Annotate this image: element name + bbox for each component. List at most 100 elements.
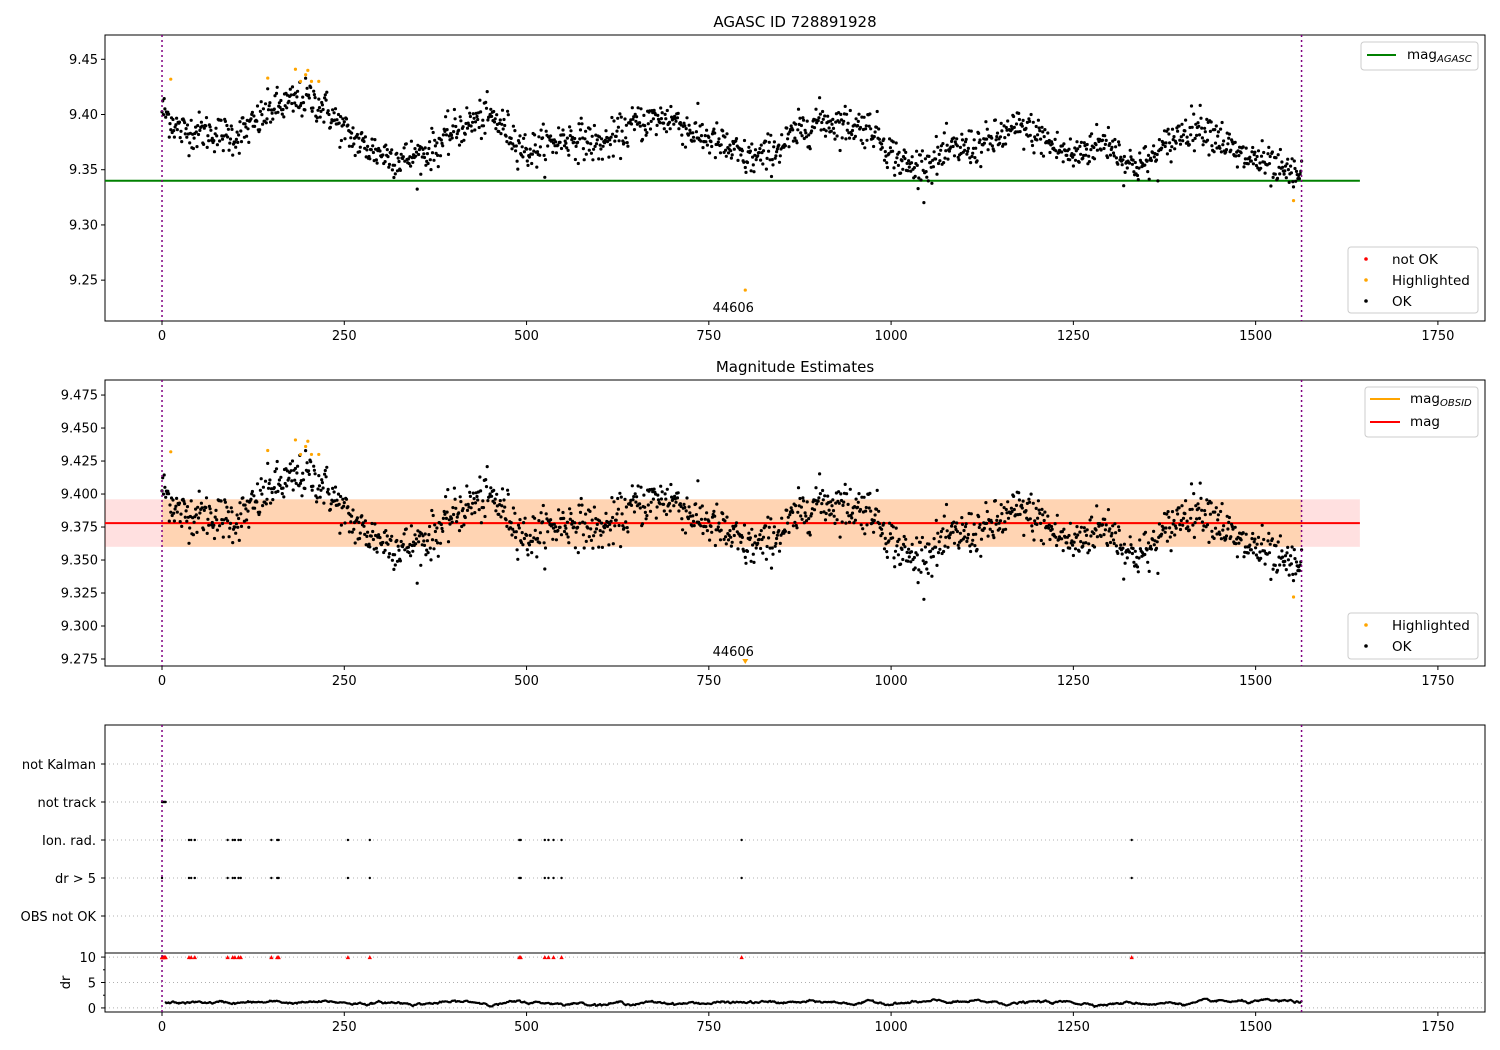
agasc-panel-ok-point xyxy=(757,151,761,155)
estimates-panel-ok-point xyxy=(705,529,710,533)
estimates-panel-ok-point xyxy=(761,535,766,539)
agasc-panel-ok-point xyxy=(683,124,687,128)
estimates-panel-ok-point xyxy=(600,545,605,550)
agasc-panel-ok-point xyxy=(601,144,605,148)
agasc-panel-ok-point xyxy=(185,135,189,139)
legend-point-swatch xyxy=(1364,623,1368,627)
agasc-panel-ok-point xyxy=(489,107,493,111)
estimates-panel-ok-point xyxy=(543,546,548,550)
agasc-panel-ok-point xyxy=(296,89,300,93)
agasc-panel-ok-point xyxy=(1173,147,1177,151)
agasc-panel-ok-point xyxy=(1170,145,1174,149)
estimates-panel-ok-point xyxy=(906,559,910,563)
estimates-panel-ok-point xyxy=(802,499,806,503)
dr-panel-frame xyxy=(104,952,1486,1013)
estimates-panel-ok-point xyxy=(642,493,646,497)
estimates-panel-ok-point xyxy=(224,516,228,521)
estimates-panel-ok-point xyxy=(215,518,219,522)
estimates-panel-ok-point xyxy=(230,510,234,514)
agasc-panel-ok-point xyxy=(726,151,731,155)
agasc-panel-ok-point xyxy=(568,134,572,138)
estimates-panel-ok-point xyxy=(893,565,897,569)
estimates-panel-ok-point xyxy=(234,522,238,526)
estimates-panel-ok-point xyxy=(1078,530,1082,534)
estimates-panel-ok-point xyxy=(510,533,514,537)
agasc-panel-ok-point xyxy=(893,173,897,177)
agasc-panel-ok-point xyxy=(238,120,242,124)
agasc-panel-ok-point xyxy=(258,128,262,132)
estimates-panel-ok-point xyxy=(1212,536,1216,541)
agasc-panel-ok-point xyxy=(858,125,863,130)
estimates-panel-ok-point xyxy=(541,520,545,524)
estimates-panel-ok-point xyxy=(925,567,929,571)
estimates-panel-ok-point xyxy=(872,518,876,523)
estimates-panel-ok-point xyxy=(1095,535,1099,539)
estimates-panel-ok-point xyxy=(280,492,284,496)
estimates-panel-ok-point xyxy=(668,509,672,513)
estimates-panel-ok-point xyxy=(258,510,262,514)
estimates-panel-ok-point xyxy=(409,524,413,528)
estimates-panel-ok-point xyxy=(298,481,303,485)
agasc-panel-ok-point xyxy=(270,111,274,115)
agasc-panel-ok-point xyxy=(542,153,546,157)
estimates-panel-ok-point xyxy=(1181,523,1185,527)
agasc-panel-ok-point xyxy=(823,114,827,118)
estimates-panel-ok-point xyxy=(212,536,217,541)
estimates-panel-ok-point xyxy=(1004,507,1008,512)
estimates-panel-ok-point xyxy=(628,501,632,505)
estimates-panel-ok-point xyxy=(415,581,419,585)
estimates-panel-ok-point xyxy=(979,537,984,541)
estimates-panel-ok-point xyxy=(393,563,397,567)
agasc-panel-ok-point xyxy=(1010,127,1014,131)
estimates-panel-ok-point xyxy=(1032,538,1036,542)
agasc-panel-ok-point xyxy=(411,160,415,164)
agasc-panel-ok-point xyxy=(282,115,286,119)
agasc-panel-ok-point xyxy=(486,118,490,122)
ion-rad-point xyxy=(368,838,372,842)
agasc-panel-ok-point xyxy=(533,143,537,147)
flag-category-label: dr > 5 xyxy=(55,872,96,887)
agasc-panel-ok-point xyxy=(339,138,343,143)
agasc-panel-ok-point xyxy=(807,133,811,137)
agasc-panel-ok-point xyxy=(402,146,406,150)
estimates-panel-ok-point xyxy=(475,494,479,499)
agasc-panel-ok-point xyxy=(1262,150,1266,155)
agasc-panel-ok-point xyxy=(395,151,399,155)
agasc-panel-ok-point xyxy=(315,116,319,120)
estimates-panel-ok-point xyxy=(761,551,765,555)
agasc-panel-ok-point xyxy=(1166,127,1170,131)
agasc-panel-ok-point xyxy=(1170,127,1175,131)
agasc-panel-ok-point xyxy=(1116,162,1120,166)
estimates-panel-ok-point xyxy=(301,471,305,475)
agasc-panel-ok-point xyxy=(909,161,914,165)
estimates-panel-ok-point xyxy=(804,519,809,523)
estimates-panel-ok-point xyxy=(559,533,564,537)
agasc-panel-ok-point xyxy=(960,138,965,142)
agasc-panel-ok-point xyxy=(452,130,456,134)
estimates-panel-ok-point xyxy=(310,488,314,492)
agasc-panel-ok-point xyxy=(196,124,200,128)
estimates-panel-ok-point xyxy=(223,498,227,502)
agasc-panel-ok-point xyxy=(1224,148,1229,152)
agasc-panel-ok-point xyxy=(452,107,456,112)
estimates-panel-ok-point xyxy=(494,509,498,513)
agasc-panel-ok-point xyxy=(293,101,297,105)
estimates-panel-ok-point xyxy=(887,539,891,543)
estimates-panel-ok-point xyxy=(387,555,391,559)
dr-gt5-point xyxy=(1130,876,1133,880)
estimates-panel-ok-point xyxy=(554,525,558,529)
estimates-panel-ok-point xyxy=(342,501,346,505)
agasc-panel-ok-point xyxy=(1181,139,1185,143)
agasc-panel-ok-point xyxy=(916,187,920,191)
estimates-panel-ok-point xyxy=(1122,577,1126,581)
agasc-panel-ok-point xyxy=(543,175,547,179)
agasc-panel-ok-point xyxy=(535,150,540,154)
agasc-panel-ok-point xyxy=(749,169,753,173)
dr-capped-marker xyxy=(542,955,547,960)
agasc-panel-ok-point xyxy=(791,128,795,132)
agasc-panel-ok-point xyxy=(1197,124,1201,128)
agasc-panel-ok-point xyxy=(718,151,723,155)
estimates-panel-ok-point xyxy=(823,494,827,498)
agasc-panel-ok-point xyxy=(769,133,773,137)
agasc-panel-ok-point xyxy=(260,113,264,117)
